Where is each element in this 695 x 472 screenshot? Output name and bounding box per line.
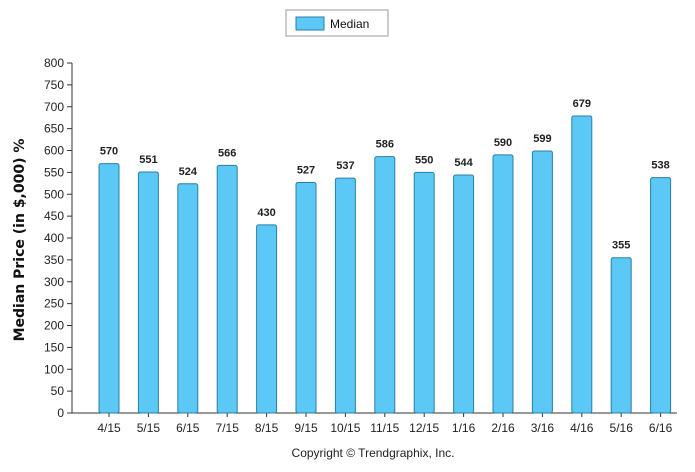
data-label: 355 [612, 240, 630, 252]
bar-10-15 [334, 177, 356, 414]
x-axis: 4/15 5/15 6/15 7/15 8/15 9/15 10/15 11/15 12/15 1… [72, 412, 677, 435]
legend-swatch [295, 16, 325, 31]
x-tick-label: 3/16 [531, 421, 555, 435]
y-tick-label: 550 [44, 165, 64, 179]
y-tick-label: 150 [44, 340, 64, 354]
x-tick-label: 11/15 [370, 421, 399, 435]
legend: Median [285, 9, 389, 37]
bar-12-15 [413, 171, 435, 414]
data-label: 590 [494, 137, 512, 149]
y-axis-title: Median Price (in $,000) % [12, 139, 28, 342]
y-tick-label: 250 [44, 297, 64, 311]
y-tick-label: 500 [44, 187, 64, 201]
data-label: 430 [257, 207, 275, 219]
bar-3-16 [531, 150, 553, 414]
x-tick-label: 10/15 [330, 421, 360, 435]
legend-label-median: Median [330, 17, 369, 31]
bar-5-15 [137, 171, 159, 414]
bar-11-15 [374, 156, 396, 414]
x-tick-label: 12/15 [409, 421, 439, 435]
bar-1-16 [453, 174, 475, 414]
y-tick-label: 800 [44, 56, 64, 70]
x-tick-label: 4/15 [97, 421, 121, 435]
y-tick-label: 750 [44, 78, 64, 92]
y-tick-label: 300 [44, 275, 64, 289]
bar-8-15 [256, 224, 278, 414]
x-tick-label: 7/15 [216, 421, 240, 435]
x-tick-label: 6/15 [176, 421, 200, 435]
y-tick-label: 700 [44, 100, 64, 114]
data-label: 599 [533, 133, 551, 145]
y-tick-label: 400 [44, 231, 64, 245]
x-tick-label: 8/15 [255, 421, 279, 435]
y-tick-label: 200 [44, 319, 64, 333]
bar-2-16 [492, 154, 514, 414]
y-tick-label: 600 [44, 144, 64, 158]
data-label: 537 [336, 160, 354, 172]
x-tick-label: 2/16 [491, 421, 515, 435]
data-label: 544 [454, 157, 473, 169]
data-label: 570 [100, 146, 118, 158]
copyright-footer: Copyright © Trendgraphix, Inc. [292, 446, 455, 460]
bar-6-16 [650, 177, 672, 414]
x-tick-label: 9/15 [294, 421, 318, 435]
bar-4-15 [98, 163, 120, 414]
data-label: 566 [218, 147, 236, 159]
bar-4-16 [571, 115, 593, 414]
bars [98, 115, 672, 414]
y-tick-label: 100 [44, 362, 64, 376]
y-axis: 0 50 100 150 200 250 300 350 400 450 500 550 600 650 7… [44, 56, 73, 420]
y-tick-label: 0 [57, 406, 64, 420]
x-tick-label: 1/16 [452, 421, 476, 435]
x-tick-label: 4/16 [570, 421, 594, 435]
data-label: 586 [376, 139, 394, 151]
data-label: 551 [139, 154, 157, 166]
y-tick-label: 650 [44, 122, 64, 136]
x-tick-label: 6/16 [649, 421, 673, 435]
bar-7-15 [216, 164, 238, 414]
bar-5-16 [610, 257, 632, 414]
data-labels: 570 551 524 566 430 527 537 586 550 544 590 599 679 3… [100, 98, 670, 252]
y-tick-label: 350 [44, 253, 64, 267]
data-label: 679 [573, 98, 591, 110]
data-label: 527 [297, 164, 315, 176]
y-tick-label: 50 [51, 384, 65, 398]
x-tick-label: 5/16 [610, 421, 634, 435]
data-label: 550 [415, 154, 433, 166]
bar-6-15 [177, 183, 199, 414]
data-label: 524 [179, 166, 198, 178]
y-tick-label: 450 [44, 209, 64, 223]
bar-9-15 [295, 181, 317, 414]
data-label: 538 [651, 160, 669, 172]
x-tick-label: 5/15 [137, 421, 161, 435]
